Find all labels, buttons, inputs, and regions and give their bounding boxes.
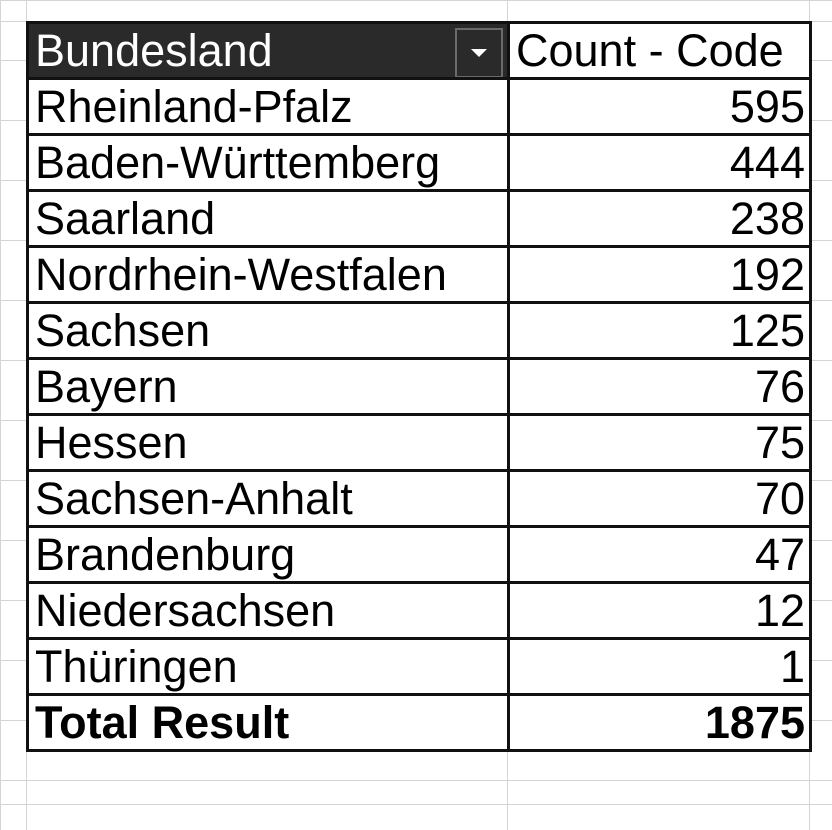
pivot-header-row: Bundesland Count - Code — [26, 21, 812, 80]
table-row[interactable]: Sachsen-Anhalt 70 — [26, 469, 812, 528]
table-row[interactable]: Brandenburg 47 — [26, 525, 812, 584]
bundesland-cell[interactable]: Thüringen — [26, 637, 510, 696]
row-field-header[interactable]: Bundesland — [26, 21, 510, 80]
data-field-header[interactable]: Count - Code — [507, 21, 812, 80]
bundesland-cell[interactable]: Nordrhein-Westfalen — [26, 245, 510, 304]
chevron-down-icon — [471, 49, 487, 57]
count-cell[interactable]: 70 — [507, 469, 812, 528]
count-cell[interactable]: 192 — [507, 245, 812, 304]
count-cell[interactable]: 125 — [507, 301, 812, 360]
bundesland-cell[interactable]: Sachsen — [26, 301, 510, 360]
pivot-table: Bundesland Count - Code Rheinland-Pfalz … — [26, 21, 812, 752]
row-field-label: Bundesland — [35, 25, 273, 76]
count-cell[interactable]: 444 — [507, 133, 812, 192]
total-label[interactable]: Total Result — [26, 693, 510, 752]
bundesland-cell[interactable]: Sachsen-Anhalt — [26, 469, 510, 528]
count-cell[interactable]: 1 — [507, 637, 812, 696]
bundesland-cell[interactable]: Hessen — [26, 413, 510, 472]
table-row[interactable]: Rheinland-Pfalz 595 — [26, 77, 812, 136]
count-cell[interactable]: 595 — [507, 77, 812, 136]
bundesland-cell[interactable]: Bayern — [26, 357, 510, 416]
bundesland-cell[interactable]: Saarland — [26, 189, 510, 248]
count-cell[interactable]: 12 — [507, 581, 812, 640]
bundesland-cell[interactable]: Brandenburg — [26, 525, 510, 584]
table-row[interactable]: Hessen 75 — [26, 413, 812, 472]
total-row[interactable]: Total Result 1875 — [26, 693, 812, 752]
table-row[interactable]: Sachsen 125 — [26, 301, 812, 360]
table-row[interactable]: Saarland 238 — [26, 189, 812, 248]
table-row[interactable]: Nordrhein-Westfalen 192 — [26, 245, 812, 304]
count-cell[interactable]: 76 — [507, 357, 812, 416]
table-row[interactable]: Bayern 76 — [26, 357, 812, 416]
table-row[interactable]: Niedersachsen 12 — [26, 581, 812, 640]
bundesland-cell[interactable]: Niedersachsen — [26, 581, 510, 640]
table-row[interactable]: Baden-Württemberg 444 — [26, 133, 812, 192]
row-gridline — [0, 804, 832, 805]
data-field-label: Count - Code — [516, 25, 784, 76]
bundesland-cell[interactable]: Rheinland-Pfalz — [26, 77, 510, 136]
count-cell[interactable]: 238 — [507, 189, 812, 248]
count-cell[interactable]: 75 — [507, 413, 812, 472]
bundesland-cell[interactable]: Baden-Württemberg — [26, 133, 510, 192]
table-row[interactable]: Thüringen 1 — [26, 637, 812, 696]
count-cell[interactable]: 47 — [507, 525, 812, 584]
field-filter-button[interactable] — [455, 28, 503, 76]
total-count[interactable]: 1875 — [507, 693, 812, 752]
